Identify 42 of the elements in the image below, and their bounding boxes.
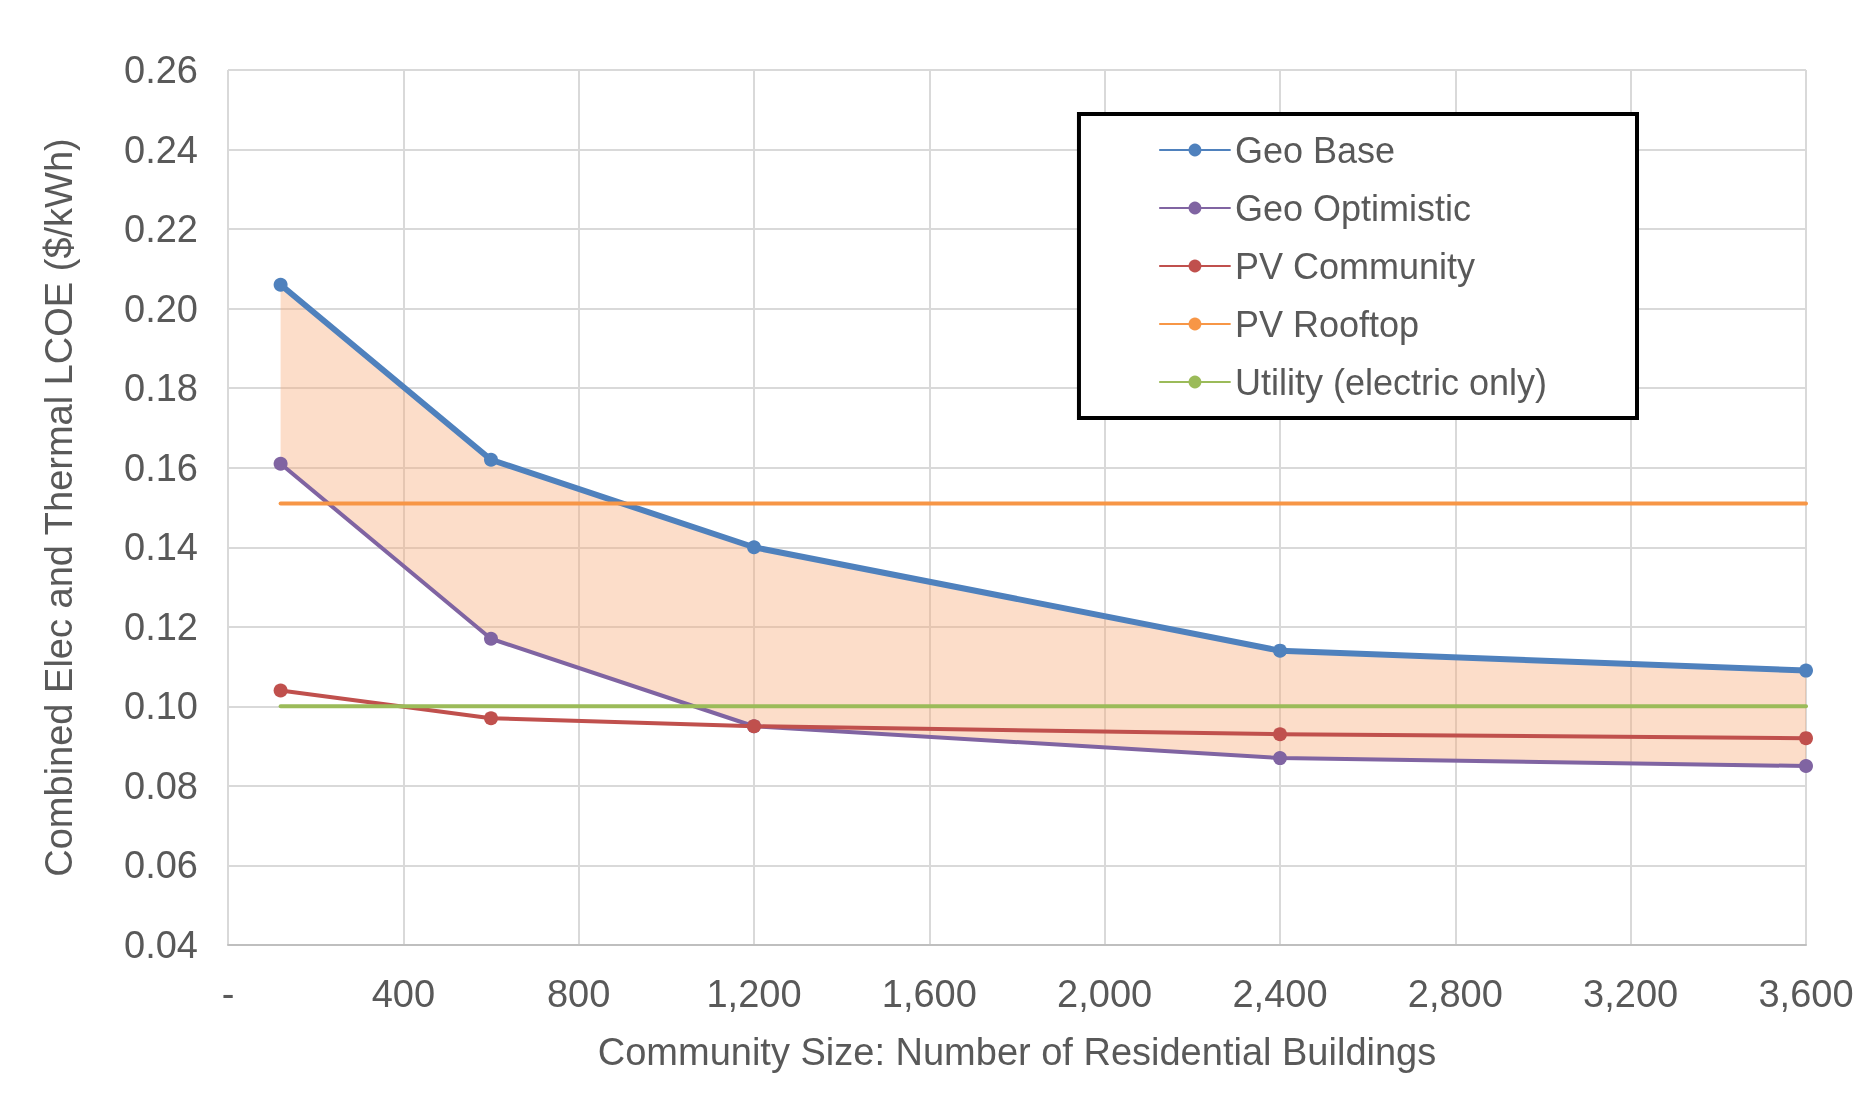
legend-label: PV Community: [1234, 245, 1476, 287]
y-tick-label: 0.18: [124, 367, 198, 410]
y-tick-label: 0.06: [124, 844, 198, 887]
y-tick-label: 0.12: [124, 605, 198, 648]
y-tick-label: 0.16: [124, 446, 198, 489]
y-tick-label: 0.04: [124, 924, 198, 966]
y-tick-label: 0.22: [124, 208, 198, 251]
point: [1273, 727, 1287, 742]
x-tick-label: 800: [546, 973, 611, 1015]
point: [747, 540, 761, 555]
legend-label: Utility (electric only): [1234, 361, 1547, 403]
x-axis-title: Community Size: Number of Residential Buildings: [597, 1031, 1437, 1073]
x-tick-label: 2,400: [1232, 973, 1328, 1015]
point: [1799, 663, 1813, 678]
point: [1273, 751, 1287, 766]
point: [273, 456, 288, 471]
point: [273, 683, 288, 698]
point: [1799, 731, 1813, 746]
y-tick-label: 0.24: [124, 128, 198, 171]
point: [1273, 643, 1287, 658]
x-tick-label: -: [221, 973, 235, 1015]
x-tick-label: 3,200: [1583, 973, 1679, 1015]
x-tick-label: 2,800: [1407, 973, 1503, 1015]
point: [1799, 759, 1813, 774]
y-tick-label: 0.14: [124, 526, 198, 569]
point: [484, 452, 498, 467]
legend-label: Geo Optimistic: [1234, 187, 1472, 229]
y-tick-label: 0.08: [124, 764, 198, 807]
x-tick-label: 2,000: [1057, 973, 1153, 1015]
point: [273, 277, 288, 292]
y-tick-label: 0.10: [124, 685, 198, 728]
y-tick-label: 0.26: [124, 49, 198, 91]
point: [484, 711, 498, 726]
x-tick-label: 3,600: [1758, 973, 1854, 1015]
y-axis-title: Combined Elec and Thermal LCOE ($/kWh): [38, 138, 80, 877]
x-tick-label: 1,200: [706, 973, 802, 1015]
y-tick-label: 0.20: [124, 287, 198, 330]
x-tick-label: 1,600: [881, 973, 977, 1015]
legend-label: Geo Base: [1234, 129, 1396, 171]
point: [484, 631, 498, 646]
x-tick-label: 400: [371, 973, 436, 1015]
legend-label: PV Rooftop: [1234, 303, 1420, 345]
